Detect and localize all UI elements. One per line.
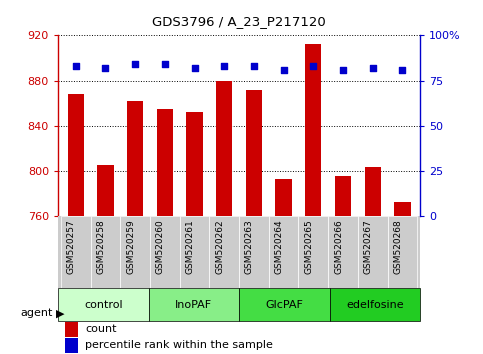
Point	[398, 67, 406, 73]
Text: percentile rank within the sample: percentile rank within the sample	[85, 340, 273, 350]
Text: GSM520259: GSM520259	[126, 219, 135, 274]
Bar	[91, 216, 120, 288]
Bar	[120, 216, 150, 288]
Text: GSM520260: GSM520260	[156, 219, 165, 274]
Bar	[239, 288, 330, 321]
Bar	[210, 216, 239, 288]
Point	[280, 67, 287, 73]
Text: InoPAF: InoPAF	[175, 299, 213, 309]
Bar	[358, 216, 387, 288]
Bar	[150, 216, 180, 288]
Bar	[127, 101, 143, 216]
Bar	[269, 216, 298, 288]
Text: edelfosine: edelfosine	[346, 299, 404, 309]
Bar	[97, 165, 114, 216]
Text: GSM520263: GSM520263	[245, 219, 254, 274]
Text: GSM520265: GSM520265	[304, 219, 313, 274]
Point	[369, 65, 377, 71]
Bar	[305, 44, 322, 216]
Text: GSM520266: GSM520266	[334, 219, 343, 274]
Point	[220, 63, 228, 69]
Point	[310, 63, 317, 69]
Text: count: count	[85, 324, 116, 334]
Text: GSM520264: GSM520264	[275, 219, 284, 274]
Text: agent: agent	[21, 308, 53, 318]
Bar	[387, 216, 417, 288]
Bar	[149, 288, 239, 321]
Bar	[65, 338, 78, 353]
Text: GSM520268: GSM520268	[393, 219, 402, 274]
Text: GSM520258: GSM520258	[97, 219, 105, 274]
Bar	[239, 216, 269, 288]
Bar	[65, 322, 78, 337]
Bar	[61, 216, 91, 288]
Text: ▶: ▶	[56, 308, 64, 318]
Text: GSM520262: GSM520262	[215, 219, 224, 274]
Bar	[180, 216, 210, 288]
Point	[250, 63, 258, 69]
Bar	[68, 94, 84, 216]
Point	[339, 67, 347, 73]
Point	[191, 65, 199, 71]
Bar	[329, 288, 420, 321]
Point	[101, 65, 109, 71]
Text: GSM520261: GSM520261	[185, 219, 195, 274]
Bar	[156, 109, 173, 216]
Bar	[365, 167, 381, 216]
Point	[131, 62, 139, 67]
Text: GSM520257: GSM520257	[67, 219, 76, 274]
Bar	[246, 90, 262, 216]
Text: control: control	[84, 299, 123, 309]
Point	[72, 63, 80, 69]
Bar	[216, 80, 232, 216]
Point	[161, 62, 169, 67]
Bar	[394, 202, 411, 216]
Bar	[298, 216, 328, 288]
Bar	[335, 176, 351, 216]
Text: GlcPAF: GlcPAF	[266, 299, 303, 309]
Bar	[328, 216, 358, 288]
Bar	[186, 112, 203, 216]
Bar	[58, 288, 149, 321]
Text: GSM520267: GSM520267	[364, 219, 373, 274]
Text: GDS3796 / A_23_P217120: GDS3796 / A_23_P217120	[152, 15, 326, 28]
Bar	[275, 179, 292, 216]
